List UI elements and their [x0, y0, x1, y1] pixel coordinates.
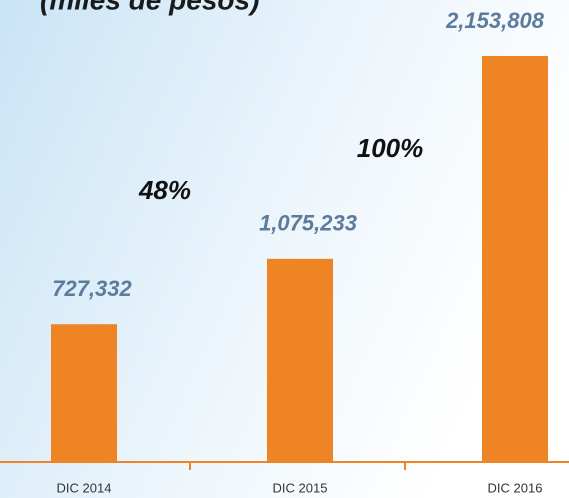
chart-title: (miles de pesos) — [40, 0, 259, 15]
bar — [51, 324, 117, 461]
x-tick-label: DIC 2016 — [488, 480, 543, 495]
value-label: 1,075,233 — [259, 211, 357, 236]
bar — [267, 258, 333, 461]
bar — [482, 56, 548, 461]
x-tick-label: DIC 2015 — [273, 480, 328, 495]
value-label: 2,153,808 — [445, 8, 545, 33]
x-tick-label: DIC 2014 — [57, 480, 112, 495]
annotation: 48% — [138, 175, 191, 205]
annotation: 100% — [357, 133, 424, 163]
value-label: 727,332 — [52, 276, 132, 301]
